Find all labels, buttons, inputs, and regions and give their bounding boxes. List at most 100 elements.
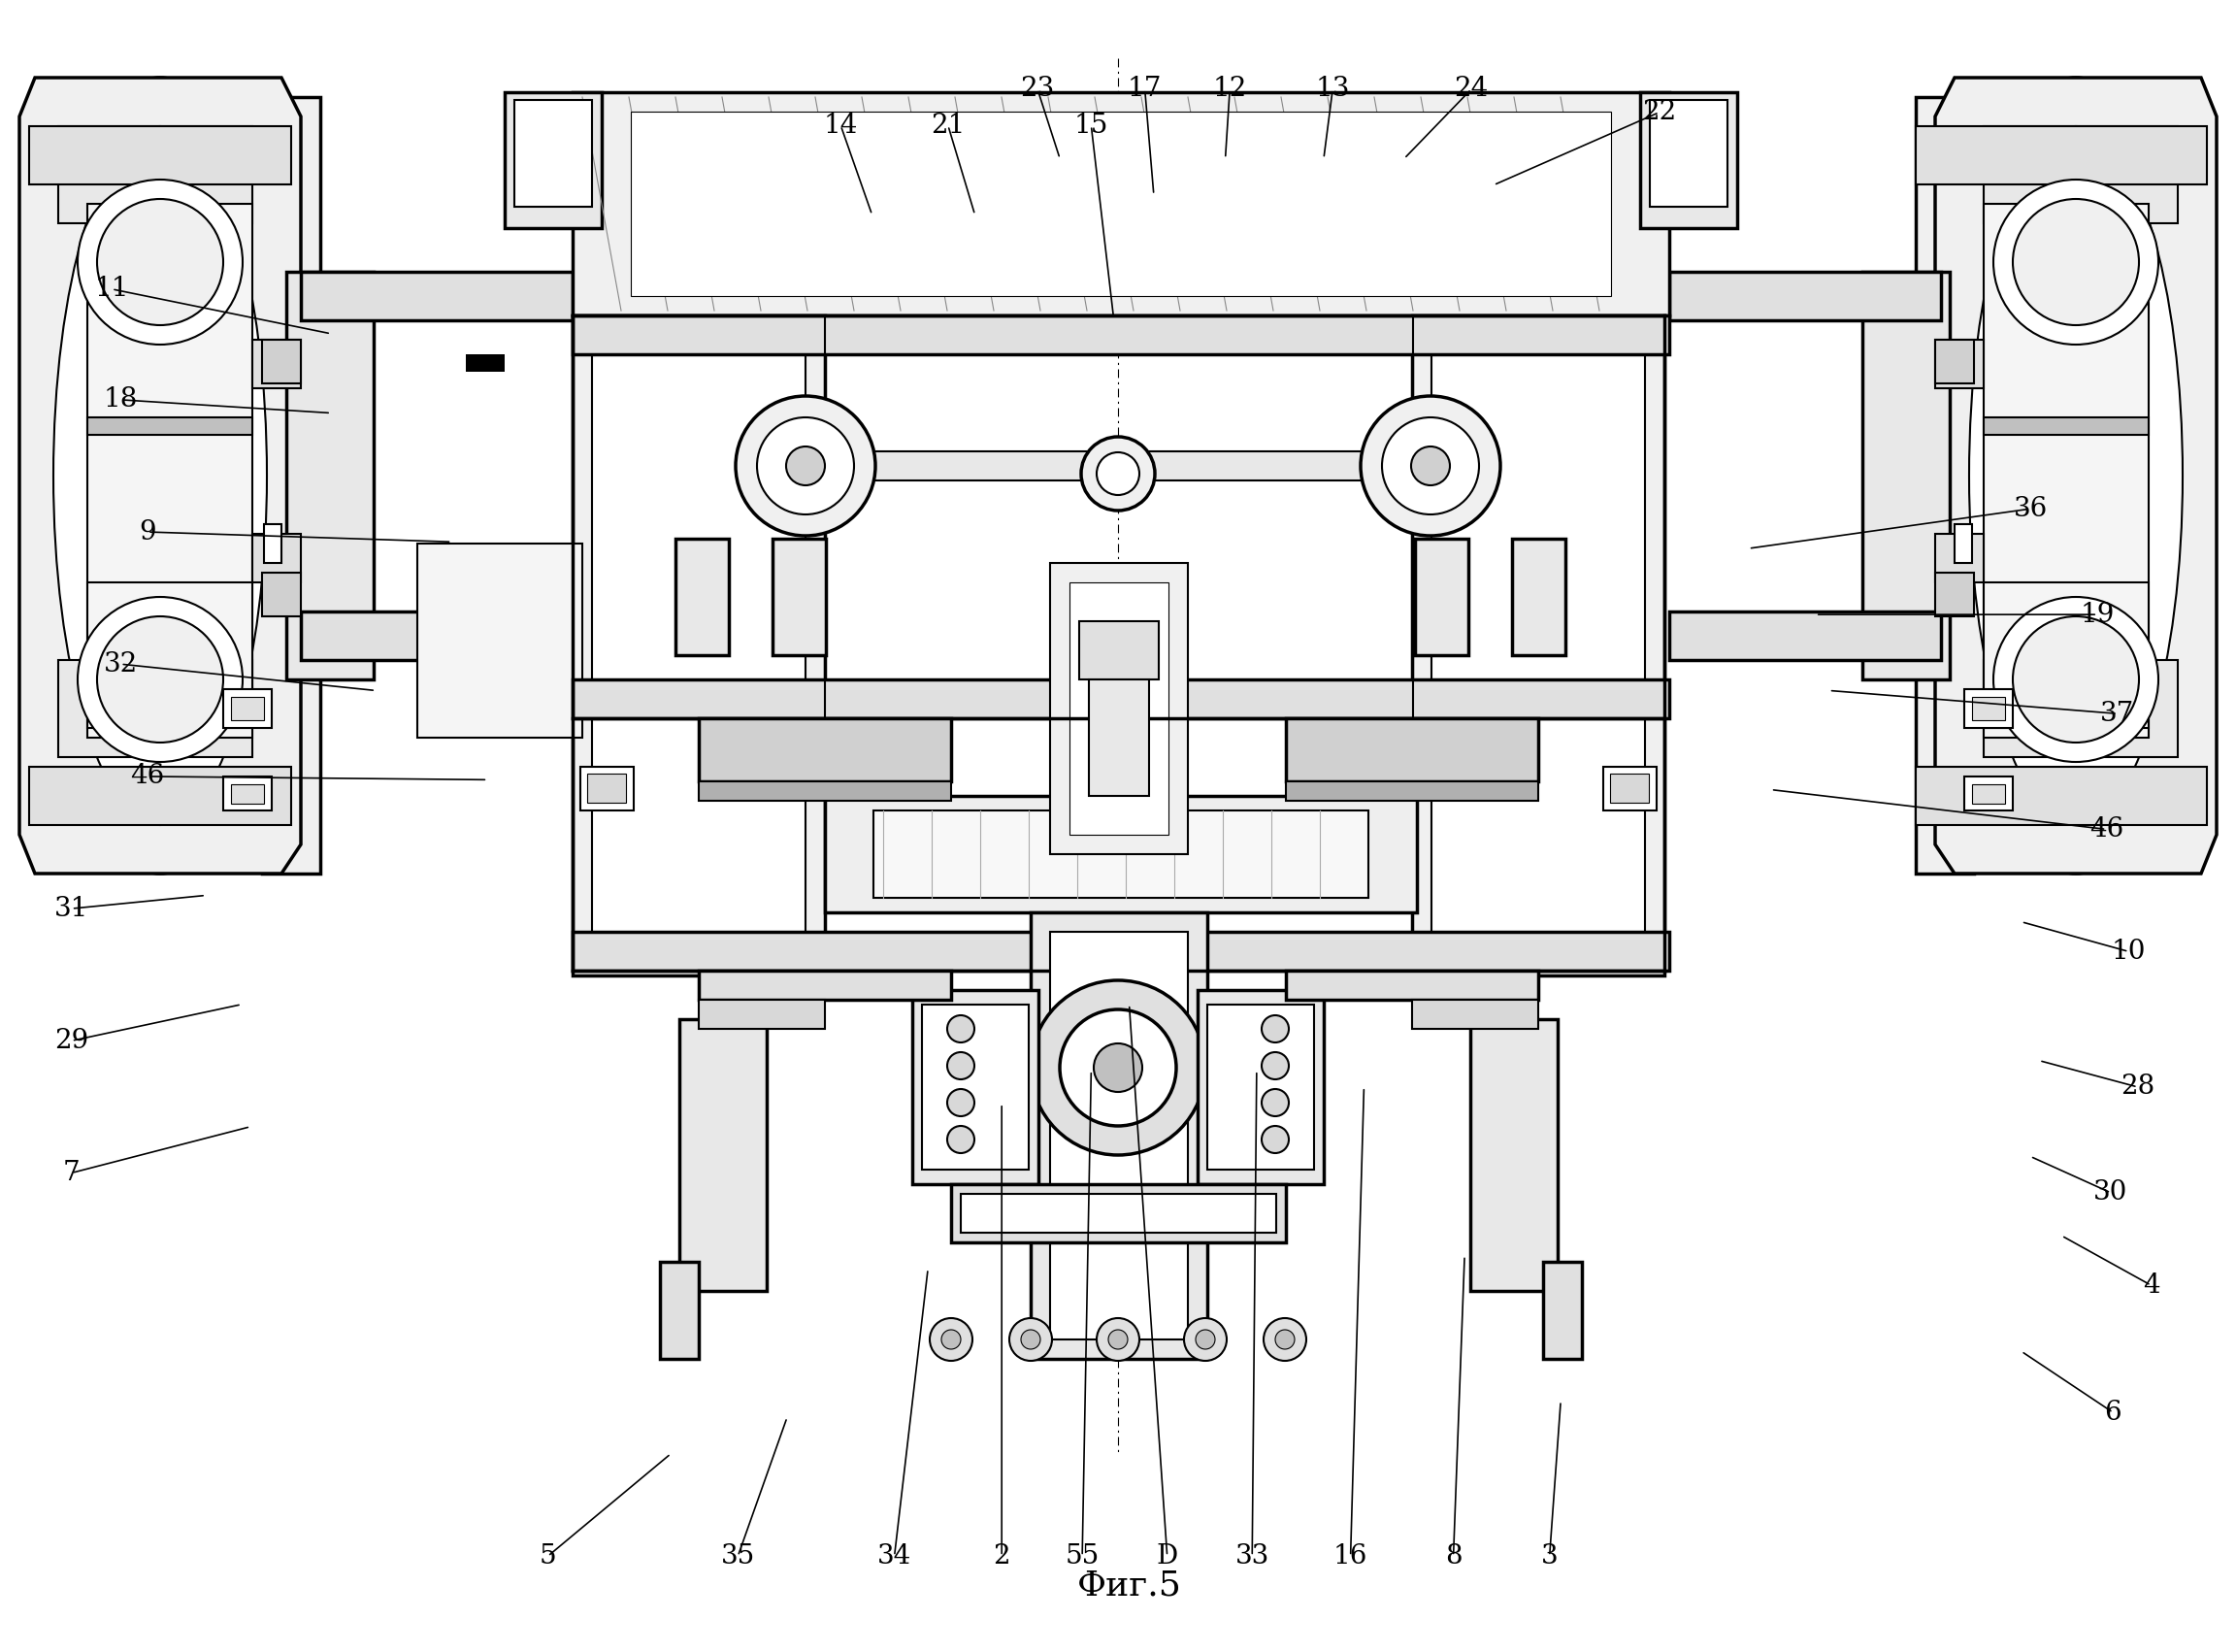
Bar [1051,932,1187,1340]
Text: 14: 14 [823,112,859,139]
Bar [1543,1262,1581,1360]
Bar [1512,539,1565,656]
Bar [1916,97,1974,874]
Bar [1610,773,1648,803]
Circle shape [948,1089,975,1117]
Bar [1069,583,1169,834]
Bar [1198,990,1324,1184]
Ellipse shape [1945,78,2207,874]
Circle shape [78,596,244,762]
Bar [1471,1019,1558,1290]
Text: 16: 16 [1333,1543,1368,1569]
Bar [1415,539,1469,656]
Bar [581,767,633,811]
Bar [950,1184,1286,1242]
Bar [1641,93,1737,228]
Bar [286,273,373,679]
Bar [680,1019,767,1290]
Text: 30: 30 [2093,1180,2129,1206]
Bar [1603,767,1657,811]
Polygon shape [20,78,302,874]
Text: Фиг.5: Фиг.5 [1078,1569,1181,1602]
Bar [224,776,273,811]
Circle shape [1096,1318,1140,1361]
Circle shape [930,1318,973,1361]
Circle shape [96,616,224,742]
Circle shape [1082,436,1154,510]
Text: 11: 11 [94,276,130,302]
Bar [588,773,626,803]
Circle shape [941,1330,961,1350]
Text: 13: 13 [1315,76,1351,102]
Text: 10: 10 [2111,938,2147,965]
Circle shape [1109,1330,1127,1350]
Text: 18: 18 [103,387,139,413]
Bar [1413,999,1538,1029]
Circle shape [1185,1318,1228,1361]
Bar [465,354,505,372]
Text: 9: 9 [139,519,157,545]
Bar [631,112,1610,296]
Circle shape [1093,1044,1143,1092]
Bar [921,1004,1029,1170]
Text: 3: 3 [1541,1543,1558,1569]
Circle shape [736,396,874,535]
Bar [87,203,253,738]
Bar [1089,679,1149,796]
Text: 21: 21 [930,112,966,139]
Text: D: D [1156,1543,1178,1569]
Text: 17: 17 [1127,76,1163,102]
Circle shape [1275,1330,1295,1350]
Bar [87,418,253,434]
Text: 15: 15 [1073,112,1109,139]
Text: 29: 29 [54,1028,89,1054]
Bar [224,689,273,729]
Bar [262,97,320,874]
Circle shape [1261,1052,1288,1079]
Text: 12: 12 [1212,76,1248,102]
Bar [771,539,825,656]
Bar [675,539,729,656]
Circle shape [1196,1330,1214,1350]
Circle shape [1263,1318,1306,1361]
Circle shape [1008,1318,1051,1361]
Circle shape [2012,198,2140,325]
Bar [805,451,1431,481]
Bar [514,101,593,206]
Circle shape [948,1127,975,1153]
Ellipse shape [29,78,291,874]
Polygon shape [1916,126,2207,185]
Bar [230,697,264,720]
Circle shape [1261,1016,1288,1042]
Bar [418,544,581,738]
Bar [593,335,805,957]
Bar [1670,273,1941,320]
Bar [1954,524,1972,563]
Ellipse shape [1970,126,2182,824]
Circle shape [1261,1089,1288,1117]
Bar [302,273,572,320]
Bar [912,990,1038,1184]
Bar [698,781,950,801]
Bar [572,316,1670,354]
Circle shape [1096,453,1140,496]
Bar [1650,101,1728,206]
Text: 5: 5 [539,1543,557,1569]
Bar [230,785,264,803]
Bar [1972,697,2006,720]
Circle shape [948,1016,975,1042]
Text: 4: 4 [2142,1272,2160,1298]
Bar [1207,1004,1315,1170]
Text: 28: 28 [2120,1074,2156,1100]
Bar [572,932,1670,971]
Bar [1080,621,1158,679]
Circle shape [758,418,854,514]
Circle shape [1022,1330,1040,1350]
Text: 46: 46 [2088,816,2124,843]
Bar [660,1262,698,1360]
Bar [87,583,253,729]
Text: 37: 37 [2100,700,2135,727]
Bar [253,340,302,388]
Text: 2: 2 [993,1543,1011,1569]
Text: 7: 7 [63,1160,80,1186]
